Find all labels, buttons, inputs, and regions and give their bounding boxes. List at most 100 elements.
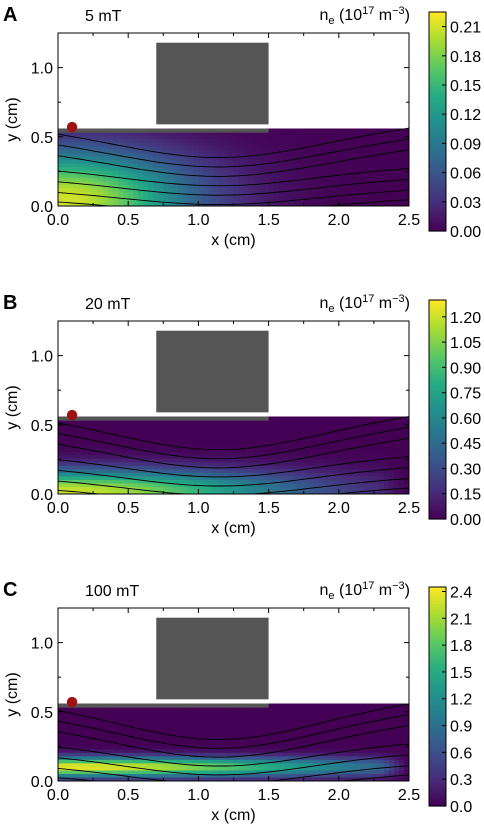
colorbar-tick-label: 0.3 xyxy=(450,772,472,789)
colorbar-title-colorbar-units-exp2: −3 xyxy=(392,580,405,592)
field-line xyxy=(58,714,409,749)
colorbar-title-colorbar-units-exp2: −3 xyxy=(392,5,405,17)
panel-a: 0.0 0.5 1.0 1.5 2.0 2.50.00.51.0x (cm)y (cm)A… xyxy=(3,4,481,249)
colorbar-title-colorbar-units-exp2: −3 xyxy=(392,293,405,305)
x-tick-label: 2.0 xyxy=(328,212,350,229)
colorbar-title-colorbar-units-a: (10 xyxy=(335,295,363,312)
y-tick-label: 0.0 xyxy=(31,199,53,216)
colorbar-tick-label: 2.1 xyxy=(450,611,472,628)
colorbar-title-colorbar-units-exp1: 17 xyxy=(362,293,374,305)
colorbar-title-colorbar-title: n xyxy=(319,7,328,24)
field-line xyxy=(58,456,409,478)
colorbar-title-colorbar-title: n xyxy=(319,295,328,312)
colorbar-frame xyxy=(428,586,447,807)
colorbar-title-colorbar-units-exp1: 17 xyxy=(362,580,374,592)
x-tick-label: 1.5 xyxy=(257,212,279,229)
electrode-block xyxy=(156,42,269,125)
field-line xyxy=(58,703,409,740)
colorbar-tick-label: 0.0 xyxy=(450,799,472,816)
panel-b: 0.0 0.5 1.0 1.5 2.0 2.50.00.51.0x (cm)y (cm)B… xyxy=(3,292,481,537)
colorbar: 0.00 0.03 0.06 0.09 0.12 0.15 0.18 0.21 xyxy=(428,11,481,241)
colorbar-title: ne (1017 m−3) xyxy=(319,293,410,315)
x-tick-label: 0.0 xyxy=(47,500,69,517)
colorbar-title-colorbar-title-sub: e xyxy=(328,590,334,602)
colorbar-tick-label: 1.05 xyxy=(450,335,481,352)
colorbar-title: ne (1017 m−3) xyxy=(319,5,410,27)
colorbar-tick-label: 0.09 xyxy=(450,136,481,153)
x-tick-label: 1.0 xyxy=(187,212,209,229)
colorbar-tick-label: 0.03 xyxy=(450,195,481,212)
colorbar-tick-label: 1.5 xyxy=(450,665,472,682)
x-tick-label: 0.0 xyxy=(47,212,69,229)
x-tick-label: 2.0 xyxy=(328,787,350,804)
colorbar-tick-label: 0.21 xyxy=(450,20,481,37)
colorbar-tick-label: 0.00 xyxy=(450,224,481,241)
x-tick-label: 2.0 xyxy=(328,500,350,517)
y-tick-label: 1.0 xyxy=(31,61,53,78)
x-tick-label: 1.0 xyxy=(187,787,209,804)
electrode-block xyxy=(156,617,269,700)
field-label: 20 mT xyxy=(85,296,131,313)
colorbar-tick-label: 0.6 xyxy=(450,745,472,762)
colorbar-title-colorbar-units-a: (10 xyxy=(335,7,363,24)
colorbar-title-colorbar-units-b: m xyxy=(374,7,392,24)
x-tick-label: 1.5 xyxy=(257,787,279,804)
colorbar-title-colorbar-title: n xyxy=(319,582,328,599)
x-tick-label: 2.5 xyxy=(398,212,420,229)
colorbar-title-colorbar-units-exp1: 17 xyxy=(362,5,374,17)
y-tick-label: 1.0 xyxy=(31,636,53,653)
field-line xyxy=(58,138,409,168)
marker-dot xyxy=(66,696,78,708)
y-tick-label: 0.0 xyxy=(31,774,53,791)
y-tick-label: 0.5 xyxy=(31,705,53,722)
colorbar-tick-label: 0.45 xyxy=(450,436,481,453)
x-tick-label: 0.0 xyxy=(47,787,69,804)
x-tick-label: 0.5 xyxy=(117,787,139,804)
marker-dot xyxy=(66,121,78,133)
colorbar-title-colorbar-units-c: ) xyxy=(405,7,410,24)
panel-label: B xyxy=(3,292,17,314)
field-line xyxy=(58,199,409,206)
marker-dot xyxy=(66,409,78,421)
colorbar-title-colorbar-units-a: (10 xyxy=(335,582,363,599)
colorbar-title-colorbar-title-sub: e xyxy=(328,15,334,27)
field-label: 100 mT xyxy=(85,583,139,600)
colorbar-title-colorbar-units-c: ) xyxy=(405,582,410,599)
colorbar-title-colorbar-title-sub: e xyxy=(328,303,334,315)
y-tick-label: 0.5 xyxy=(31,418,53,435)
electrode-plate xyxy=(58,703,269,708)
field-line xyxy=(58,774,409,781)
x-tick-label: 0.5 xyxy=(117,500,139,517)
field-line xyxy=(58,765,409,781)
colorbar: 0.00 0.15 0.30 0.45 0.60 0.75 0.90 1.05 1.20 xyxy=(428,299,481,529)
colorbar-tick-label: 0.75 xyxy=(450,386,481,403)
field-line xyxy=(58,725,409,758)
colorbar-tick-label: 0.9 xyxy=(450,719,472,736)
x-tick-label: 2.5 xyxy=(398,500,420,517)
electrode-plate xyxy=(58,416,269,421)
panel-c: 0.0 0.5 1.0 1.5 2.0 2.50.00.51.0x (cm)y (cm)C… xyxy=(3,579,472,824)
colorbar-tick-label: 1.2 xyxy=(450,692,472,709)
y-axis-label: y (cm) xyxy=(4,97,21,141)
x-axis-label: x (cm) xyxy=(211,807,255,824)
panel-label: A xyxy=(3,4,17,26)
x-axis-label: x (cm) xyxy=(211,232,255,249)
y-tick-label: 0.5 xyxy=(31,130,53,147)
colorbar-tick-label: 0.18 xyxy=(450,49,481,66)
field-line xyxy=(58,416,409,451)
colorbar-tick-label: 0.15 xyxy=(450,78,481,95)
x-tick-label: 2.5 xyxy=(398,787,420,804)
colorbar-tick-label: 0.30 xyxy=(450,461,481,478)
colorbar-tick-label: 0.00 xyxy=(450,512,481,529)
x-tick-label: 1.5 xyxy=(257,500,279,517)
field-line xyxy=(58,467,409,487)
plot-area xyxy=(58,330,409,494)
colorbar-tick-label: 0.90 xyxy=(450,360,481,377)
field-line xyxy=(58,127,409,158)
colorbar-title-colorbar-units-b: m xyxy=(374,295,392,312)
colorbar-tick-label: 1.20 xyxy=(450,310,481,327)
field-line xyxy=(58,178,409,196)
field-line xyxy=(58,487,409,494)
electrode-plate xyxy=(58,128,269,133)
colorbar-title-colorbar-units-b: m xyxy=(374,582,392,599)
